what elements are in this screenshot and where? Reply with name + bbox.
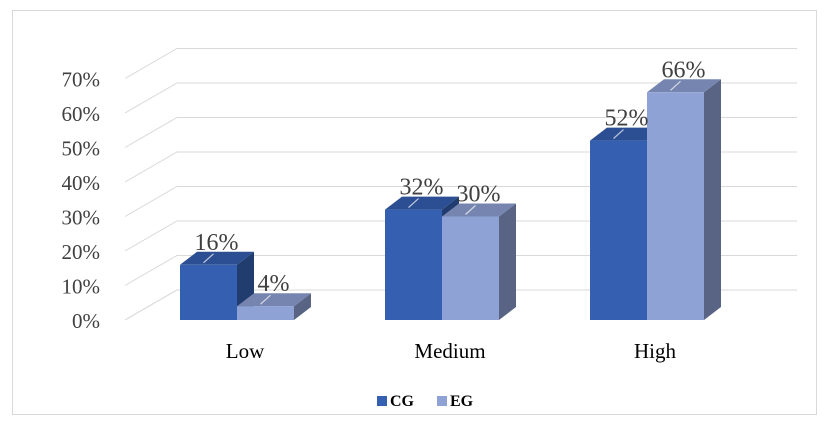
- data-label: 16%: [195, 230, 239, 256]
- y-tick-label: 20%: [62, 240, 101, 264]
- y-tick-label: 40%: [62, 171, 101, 195]
- y-tick-label: 60%: [62, 102, 101, 126]
- gridline: [124, 48, 797, 79]
- bars: [180, 79, 721, 320]
- bar-top: [590, 127, 664, 141]
- x-axis-categories: Low Medium High: [226, 339, 677, 363]
- label-leader: [670, 80, 681, 91]
- legend-label: CG: [390, 393, 415, 410]
- label-leader: [203, 253, 214, 264]
- bar-front: [180, 264, 237, 320]
- bar-front: [442, 216, 499, 320]
- bar-top: [442, 203, 516, 217]
- data-label: 32%: [400, 175, 444, 201]
- bar-top: [385, 196, 459, 210]
- data-label: 30%: [457, 182, 501, 208]
- category-label: Low: [226, 339, 265, 363]
- bar-eg-low: [237, 293, 311, 320]
- data-labels: 16% 4% 32% 30% 52% 66%: [195, 57, 706, 297]
- bar-side: [294, 293, 311, 320]
- data-label: 52%: [605, 106, 649, 132]
- label-leader: [408, 198, 419, 209]
- bar-front: [385, 209, 442, 320]
- bar-top: [237, 293, 311, 307]
- category-label: High: [634, 339, 677, 363]
- y-tick-label: 50%: [62, 137, 101, 161]
- y-tick-label: 30%: [62, 206, 101, 230]
- bar-top: [647, 79, 721, 93]
- y-tick-label: 0%: [72, 309, 100, 333]
- y-tick-label: 70%: [62, 68, 101, 92]
- label-leader: [613, 129, 624, 140]
- legend: CG EG: [377, 393, 474, 410]
- bar-front: [237, 306, 294, 320]
- bar-top: [180, 251, 254, 265]
- y-tick-label: 10%: [62, 275, 101, 299]
- legend-swatch: [377, 396, 387, 406]
- label-leader: [260, 294, 271, 305]
- gridline: [124, 82, 797, 114]
- bar-side: [499, 203, 516, 320]
- bar-front: [647, 92, 704, 320]
- bar-front: [590, 140, 647, 320]
- floor-edge: [124, 289, 178, 321]
- data-label: 4%: [258, 271, 290, 297]
- bar-eg-high: [647, 79, 721, 320]
- label-leader: [465, 205, 476, 215]
- legend-swatch: [437, 396, 447, 406]
- y-axis-ticks: 0% 10% 20% 30% 40% 50% 60% 70%: [62, 68, 101, 334]
- bar-eg-medium: [442, 203, 516, 320]
- category-label: Medium: [414, 339, 485, 363]
- legend-label: EG: [450, 393, 474, 410]
- data-label: 66%: [662, 57, 706, 83]
- bar-side: [704, 79, 721, 320]
- gridline: [124, 117, 797, 148]
